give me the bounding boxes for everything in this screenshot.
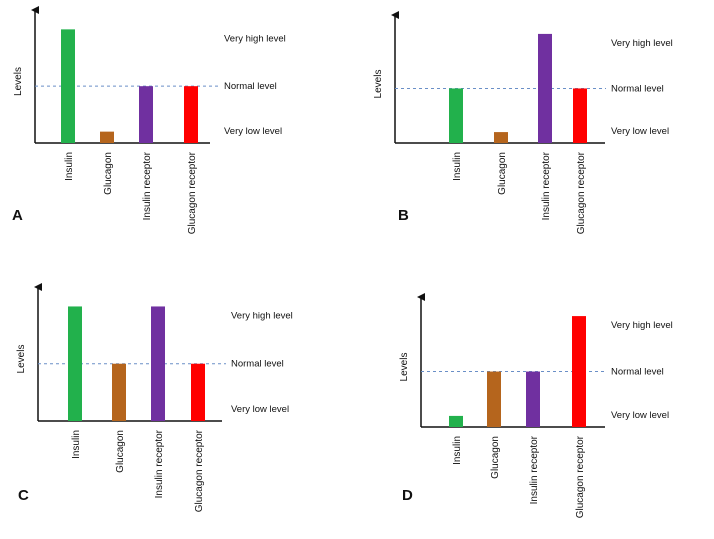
normal-level-label: Normal level: [231, 359, 284, 370]
bar-insulin: [449, 415, 463, 427]
bar-insulin-receptor: [538, 33, 552, 144]
bar-glucagon: [487, 371, 501, 427]
x-tick-label: Glucagon: [103, 152, 114, 195]
very-high-level-label: Very high level: [611, 320, 673, 331]
very-low-level-label: Very low level: [611, 410, 669, 421]
bar-insulin: [449, 88, 463, 143]
x-tick-label: Glucagon receptor: [187, 151, 198, 234]
bar-glucagon: [494, 132, 508, 143]
bar-glucagon-receptor: [191, 363, 205, 421]
very-high-level-label: Very high level: [611, 38, 673, 49]
bar-insulin-receptor: [151, 306, 165, 421]
normal-level-label: Normal level: [224, 81, 277, 92]
chart-panel-d: Levels Very high level Normal level Very lo…: [399, 293, 673, 518]
panel-letter: C: [18, 487, 29, 504]
x-tick-label: Insulin receptor: [541, 151, 552, 220]
x-tick-label: Insulin receptor: [529, 435, 540, 504]
x-tick-label: Insulin receptor: [142, 151, 153, 220]
bar-glucagon: [112, 363, 126, 421]
normal-level-label: Normal level: [611, 83, 664, 94]
bar-glucagon-receptor: [572, 316, 586, 427]
y-axis-label: Levels: [399, 353, 410, 382]
x-tick-label: Glucagon: [497, 152, 508, 195]
chart-panel-c: Levels Very high level Normal level Very lo…: [16, 283, 293, 512]
panel-letter: B: [398, 207, 409, 224]
chart-panel-a: Levels Very high level Normal level Very lo…: [12, 6, 286, 234]
bar-glucagon-receptor: [184, 86, 198, 143]
x-tick-label: Glucagon receptor: [575, 435, 586, 518]
x-tick-label: Insulin: [71, 430, 82, 459]
y-axis-label: Levels: [373, 70, 384, 99]
panel-letter: A: [12, 207, 23, 224]
x-tick-label: Insulin: [452, 436, 463, 465]
bar-insulin-receptor: [139, 86, 153, 143]
very-low-level-label: Very low level: [231, 404, 289, 415]
x-tick-label: Insulin: [452, 152, 463, 181]
bar-insulin: [68, 306, 82, 421]
bar-glucagon-receptor: [573, 88, 587, 143]
very-low-level-label: Very low level: [224, 126, 282, 137]
panel-letter: D: [402, 487, 413, 504]
x-tick-label: Insulin: [64, 152, 75, 181]
bar-glucagon: [100, 131, 114, 143]
chart-panel-b: Levels Very high level Normal level Very lo…: [373, 11, 673, 234]
bar-insulin-receptor: [526, 371, 540, 427]
x-tick-label: Glucagon receptor: [194, 429, 205, 512]
very-high-level-label: Very high level: [224, 33, 286, 44]
very-low-level-label: Very low level: [611, 126, 669, 137]
x-tick-label: Insulin receptor: [154, 429, 165, 498]
x-tick-label: Glucagon: [115, 430, 126, 473]
y-axis-label: Levels: [13, 67, 24, 96]
normal-level-label: Normal level: [611, 367, 664, 378]
bar-insulin: [61, 29, 75, 144]
x-tick-label: Glucagon: [490, 436, 501, 479]
x-tick-label: Glucagon receptor: [576, 151, 587, 234]
y-axis-label: Levels: [16, 345, 27, 374]
very-high-level-label: Very high level: [231, 310, 293, 321]
